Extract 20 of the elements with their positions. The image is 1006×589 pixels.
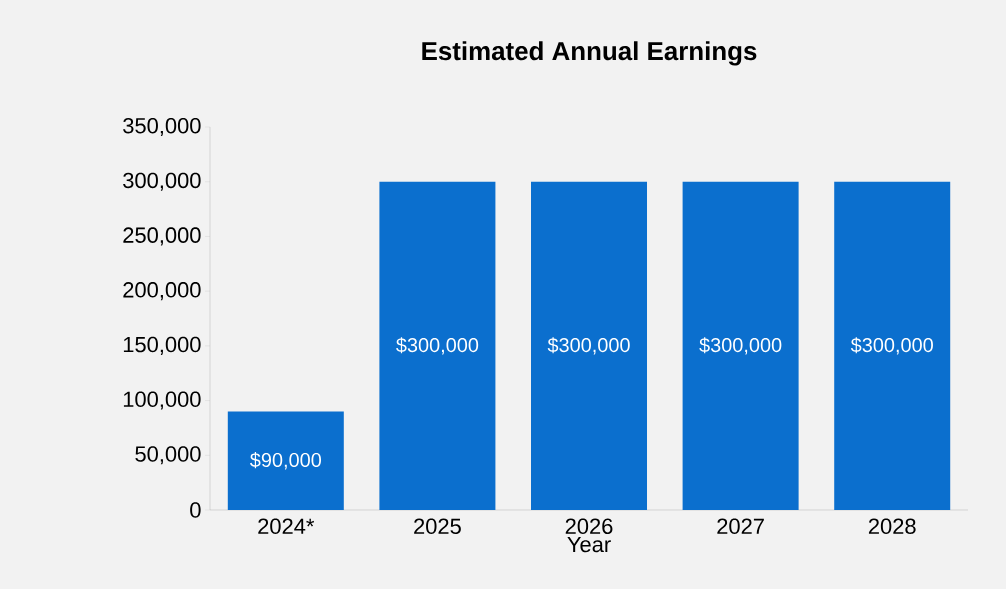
x-axis-title: Year (567, 536, 611, 553)
y-tick-label: 50,000 (135, 446, 201, 465)
data-label: $300,000 (699, 337, 782, 355)
x-tick-label: 2025 (414, 518, 461, 535)
data-label: $300,000 (396, 337, 479, 355)
x-tick-label: 2028 (868, 518, 916, 535)
y-tick-label: 350,000 (123, 117, 201, 137)
y-tick-label: 150,000 (123, 336, 201, 355)
y-tick-label: 0 (190, 502, 201, 518)
y-tick-label: 200,000 (123, 282, 201, 301)
x-tick-label: 2026 (565, 518, 613, 535)
y-tick-label: 100,000 (123, 391, 201, 410)
x-tick-label: 2024* (258, 518, 315, 535)
x-tick-label: 2027 (717, 518, 764, 535)
data-label: $300,000 (850, 337, 933, 355)
y-tick-label: 250,000 (123, 227, 201, 246)
data-label: $300,000 (547, 337, 630, 355)
data-label: $90,000 (250, 452, 322, 470)
chart-title: Estimated Annual Earnings (422, 41, 757, 66)
y-tick-label: 300,000 (123, 172, 201, 191)
